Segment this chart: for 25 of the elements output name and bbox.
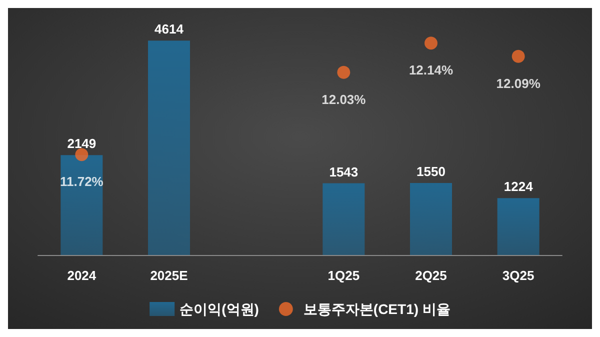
x-tick-label: 3Q25 [502,268,534,283]
x-tick-label: 2024 [67,268,97,283]
data-label: 12.09% [496,76,541,91]
data-label: 12.03% [322,92,366,107]
data-label: 1550 [416,164,446,179]
bar [410,182,452,255]
bar [322,183,365,255]
data-label: 4614 [154,22,184,37]
point [512,50,525,63]
x-tick-label: 2Q25 [415,268,447,283]
data-label: 1543 [329,164,358,180]
bar [60,155,103,255]
point [424,36,438,50]
point [337,66,350,79]
data-label: 2149 [67,136,96,152]
point [75,148,88,162]
data-label: 12.14% [408,62,454,78]
bar [148,40,190,255]
bar [497,198,540,255]
x-tick-label: 1Q25 [328,268,360,283]
data-label: 1224 [504,179,534,194]
data-label: 11.72% [60,174,104,190]
x-tick-label: 2025E [150,268,188,283]
legend-label: 순이익(억원) [180,301,259,317]
legend-label: 보통주자본(CET1) 비율 [303,301,450,317]
